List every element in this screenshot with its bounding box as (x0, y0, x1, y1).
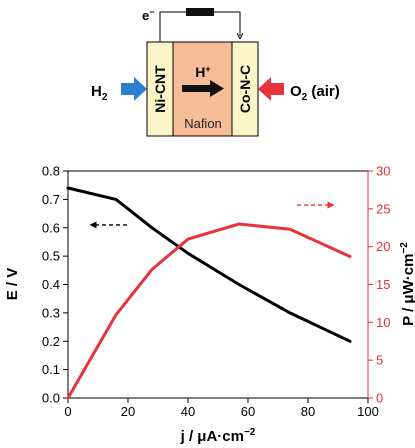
right-y-tick-label: 20 (376, 239, 390, 254)
right-axis-ticks: 0 5 10 15 20 25 30 (368, 164, 390, 406)
right-y-tick-label: 0 (376, 391, 383, 406)
left-axis-ticks: 0.0 0.1 0.2 0.3 0.4 0.5 0.6 0.7 0.8 (42, 164, 68, 406)
left-y-tick-label: 0.3 (42, 305, 60, 320)
right-axis-title: P / μW·cm−2 (399, 242, 415, 326)
cathode-electrode (231, 41, 259, 137)
external-circuit-wire (159, 11, 240, 42)
left-y-tick-label: 0.7 (42, 192, 60, 207)
membrane-label: Nafion (184, 116, 222, 131)
left-y-tick-label: 0.6 (42, 220, 60, 235)
data-series (66, 186, 352, 400)
left-y-tick-label: 0.4 (42, 277, 60, 292)
x-tick-label: 20 (121, 404, 135, 419)
left-y-tick-label: 0.1 (42, 362, 60, 377)
anode-label: Ni-CNT (152, 65, 168, 113)
x-tick-label: 0 (64, 404, 71, 419)
right-y-tick-label: 25 (376, 201, 390, 216)
right-y-tick-label: 30 (376, 164, 390, 179)
o2-feed-arrow (258, 77, 284, 101)
power-density-curve (66, 222, 352, 400)
fuel-cell-schematic: e− Ni-CNT H+ Nafion Co-N-C H2 O2 (air) (91, 7, 340, 137)
x-tick-label: 60 (241, 404, 255, 419)
left-y-tick-label: 0.0 (42, 391, 60, 406)
right-y-tick-label: 15 (376, 277, 390, 292)
x-axis-title: j / μA·cm−2 (180, 427, 256, 445)
o2-label: O2 (air) (290, 83, 340, 103)
electron-label: e− (142, 7, 155, 23)
right-y-tick-label: 5 (376, 353, 383, 368)
proton-label: H+ (195, 64, 210, 80)
x-tick-label: 80 (301, 404, 315, 419)
x-tick-label: 40 (181, 404, 195, 419)
polarization-chart: 0 20 40 60 80 100 0.00.10.20.30.40.50.60.70.8… (4, 164, 415, 446)
cathode-label: Co-N-C (237, 65, 253, 113)
x-axis-ticks: 0 20 40 60 80 100 (64, 398, 379, 419)
load-resistor (186, 8, 214, 16)
h2-feed-arrow (121, 77, 147, 101)
voltage-curve (66, 186, 352, 343)
right-y-tick-label: 10 (376, 315, 390, 330)
proton-transport-arrow (182, 80, 224, 97)
left-axis-title: E / V (4, 268, 21, 301)
direction-arrows (89, 201, 335, 229)
left-y-tick-label: 0.2 (42, 334, 60, 349)
left-y-tick-label: 0.5 (42, 249, 60, 264)
x-tick-label: 100 (357, 404, 379, 419)
left-y-tick-label: 0.8 (42, 164, 60, 179)
h2-label: H2 (91, 83, 108, 103)
